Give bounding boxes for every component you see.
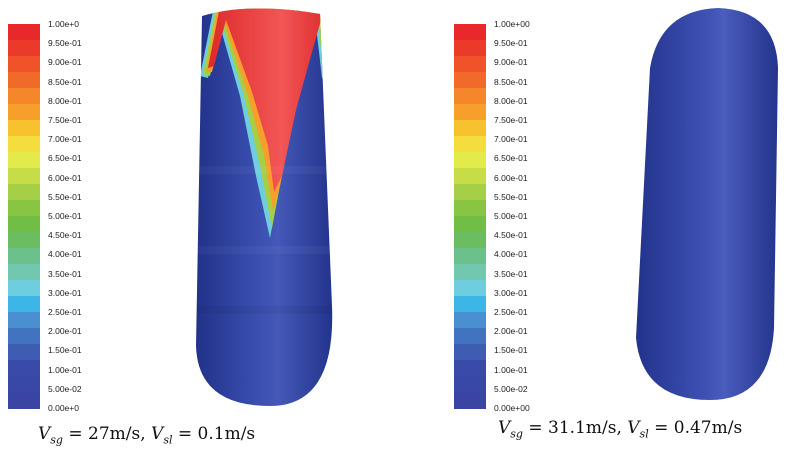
- legend-tick-label: 4.00e-01: [494, 249, 528, 260]
- legend-tick-label: 5.00e-01: [48, 211, 82, 221]
- legend-tick-label: 5.00e-02: [48, 383, 82, 394]
- legend-swatch: [454, 72, 486, 89]
- left-contour-panel: 1.00e+0 9.50e-01 9.00e-01 8.50e-01 8.00e-01 7…: [0, 0, 393, 452]
- legend-swatch: [8, 232, 40, 249]
- legend-swatch: [454, 136, 486, 153]
- legend-swatch: [8, 40, 40, 57]
- legend-swatch: [454, 264, 486, 281]
- legend-swatch: [8, 328, 40, 345]
- legend-swatch: [454, 296, 486, 313]
- legend-tick-label: 9.00e-01: [48, 57, 82, 68]
- legend-tick-label: 5.00e-01: [494, 211, 528, 221]
- legend-tick-label: 2.50e-01: [48, 307, 82, 317]
- legend-swatch: [8, 360, 40, 377]
- legend-tick-label: 1.50e-01: [48, 345, 82, 356]
- legend-tick-label: 5.50e-01: [48, 191, 82, 202]
- legend-tick-label: 8.00e-01: [494, 95, 528, 106]
- legend-tick-label: 1.00e-01: [48, 364, 82, 375]
- legend-swatch: [454, 24, 486, 41]
- legend-swatch: [454, 200, 486, 217]
- legend-tick-label: 2.00e-01: [494, 326, 528, 337]
- legend-swatch: [454, 152, 486, 169]
- legend-tick-label: 3.00e-01: [494, 287, 528, 298]
- right-contour-panel: 1.00e+00 9.50e-01 9.00e-01 8.50e-01 8.00e-01…: [394, 0, 787, 452]
- legend-tick-label: 4.50e-01: [48, 230, 82, 241]
- legend-swatch: [8, 24, 40, 41]
- legend-tick-label: 6.00e-01: [48, 172, 82, 183]
- legend-tick-label: 2.00e-01: [48, 326, 82, 337]
- legend-tick-label: 5.00e-02: [494, 383, 528, 394]
- legend-swatch: [8, 296, 40, 313]
- legend-swatch: [454, 248, 486, 265]
- legend-tick-label: 0.00e+0: [48, 403, 79, 413]
- legend-tick-label: 6.50e-01: [494, 153, 528, 164]
- legend-swatch: [8, 120, 40, 137]
- flow-condition-caption-left: Vsg = 27m/s, Vsl = 0.1m/s: [38, 424, 256, 447]
- legend-swatch: [8, 312, 40, 329]
- legend-tick-label: 1.00e+0: [48, 19, 79, 29]
- legend-swatch: [454, 232, 486, 249]
- legend-tick-label: 6.50e-01: [48, 153, 82, 164]
- legend-swatch: [8, 136, 40, 153]
- legend-tick-label: 9.00e-01: [494, 57, 528, 68]
- legend-swatch: [454, 376, 486, 393]
- legend-swatch: [8, 344, 40, 361]
- legend-tick-label: 3.50e-01: [494, 268, 528, 279]
- legend-swatch: [454, 120, 486, 137]
- legend-swatch: [8, 168, 40, 185]
- legend-swatch: [8, 280, 40, 297]
- legend-swatch: [8, 88, 40, 105]
- legend-swatch: [454, 168, 486, 185]
- color-legend-right: 1.00e+00 9.50e-01 9.00e-01 8.50e-01 8.00e-01…: [454, 19, 574, 413]
- legend-tick-label: 5.50e-01: [494, 191, 528, 202]
- legend-tick-label: 7.00e-01: [494, 134, 528, 145]
- pipe-surface-left: [196, 8, 333, 406]
- pipe-surface-right: [636, 8, 778, 400]
- legend-swatch: [454, 88, 486, 105]
- legend-tick-label: 4.00e-01: [48, 249, 82, 260]
- legend-swatch: [8, 376, 40, 393]
- legend-tick-label: 1.00e+00: [494, 19, 530, 29]
- legend-tick-label: 3.00e-01: [48, 287, 82, 298]
- legend-tick-label: 1.00e-01: [494, 364, 528, 375]
- legend-tick-label: 9.50e-01: [494, 38, 528, 49]
- legend-swatch: [454, 280, 486, 297]
- legend-tick-label: 6.00e-01: [494, 172, 528, 183]
- legend-tick-label: 7.00e-01: [48, 134, 82, 145]
- legend-tick-label: 8.50e-01: [48, 76, 82, 87]
- legend-swatch: [8, 200, 40, 217]
- legend-tick-label: 9.50e-01: [48, 38, 82, 49]
- legend-swatch: [454, 328, 486, 345]
- legend-swatch: [8, 392, 40, 409]
- legend-tick-label: 7.50e-01: [48, 115, 82, 125]
- legend-swatch: [8, 248, 40, 265]
- legend-swatch: [454, 344, 486, 361]
- legend-swatch: [8, 152, 40, 169]
- legend-tick-label: 2.50e-01: [494, 307, 528, 317]
- legend-tick-label: 1.50e-01: [494, 345, 528, 356]
- legend-swatch: [454, 184, 486, 201]
- legend-swatch: [454, 216, 486, 233]
- legend-swatch: [454, 40, 486, 57]
- legend-swatch: [8, 104, 40, 121]
- legend-swatch: [8, 184, 40, 201]
- legend-swatch: [454, 392, 486, 409]
- legend-swatch: [454, 312, 486, 329]
- flow-condition-caption-right: Vsg = 31.1m/s, Vsl = 0.47m/s: [498, 418, 743, 441]
- legend-tick-label: 0.00e+00: [494, 403, 530, 413]
- color-legend-left: 1.00e+0 9.50e-01 9.00e-01 8.50e-01 8.00e-01 7…: [8, 19, 128, 413]
- legend-swatch: [8, 72, 40, 89]
- legend-tick-label: 7.50e-01: [494, 115, 528, 125]
- legend-swatch: [8, 56, 40, 73]
- legend-swatch: [454, 56, 486, 73]
- legend-swatch: [8, 264, 40, 281]
- legend-swatch: [454, 360, 486, 377]
- legend-tick-label: 3.50e-01: [48, 268, 82, 279]
- legend-tick-label: 4.50e-01: [494, 230, 528, 241]
- legend-swatch: [8, 216, 40, 233]
- legend-tick-label: 8.50e-01: [494, 76, 528, 87]
- legend-tick-label: 8.00e-01: [48, 95, 82, 106]
- legend-swatch: [454, 104, 486, 121]
